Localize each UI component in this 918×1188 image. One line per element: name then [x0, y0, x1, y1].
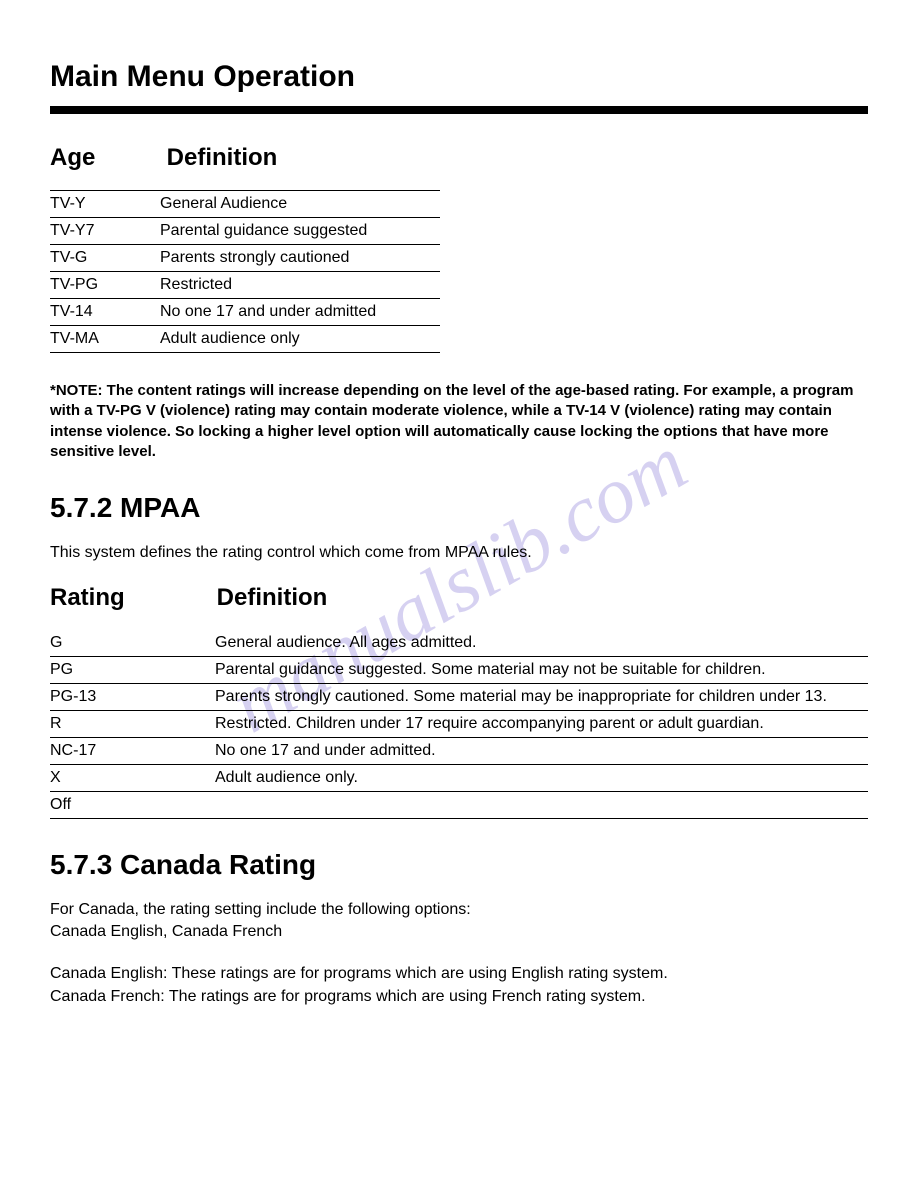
def-cell: General Audience [160, 191, 440, 218]
table-row: TV-G Parents strongly cautioned [50, 245, 440, 272]
rating-cell: X [50, 764, 215, 791]
age-cell: TV-14 [50, 299, 160, 326]
def-cell: Adult audience only [160, 326, 440, 353]
rating-cell: G [50, 630, 215, 657]
rating-table-header: Rating Definition [50, 584, 868, 612]
mpaa-intro: This system defines the rating control w… [50, 542, 868, 564]
main-title: Main Menu Operation [50, 60, 868, 94]
page-content: Main Menu Operation Age Definition TV-Y … [50, 60, 868, 1008]
table-row: G General audience. All ages admitted. [50, 630, 868, 657]
table-row: PG Parental guidance suggested. Some mat… [50, 656, 868, 683]
mpaa-heading: 5.7.2 MPAA [50, 492, 868, 524]
rating-header-col2: Definition [217, 584, 328, 611]
canada-para1: For Canada, the rating setting include t… [50, 899, 868, 944]
canada-line: Canada French: The ratings are for progr… [50, 988, 646, 1005]
age-table-header: Age Definition [50, 144, 868, 172]
def-cell: Parental guidance suggested. Some materi… [215, 656, 868, 683]
table-row: TV-14 No one 17 and under admitted [50, 299, 440, 326]
table-row: TV-Y7 Parental guidance suggested [50, 218, 440, 245]
canada-line: For Canada, the rating setting include t… [50, 901, 471, 918]
rating-header-col1: Rating [50, 584, 210, 612]
def-cell: Parental guidance suggested [160, 218, 440, 245]
canada-para2: Canada English: These ratings are for pr… [50, 963, 868, 1008]
age-header-col2: Definition [167, 144, 278, 171]
def-cell: General audience. All ages admitted. [215, 630, 868, 657]
title-rule [50, 106, 868, 114]
table-row: TV-PG Restricted [50, 272, 440, 299]
age-cell: TV-Y7 [50, 218, 160, 245]
table-row: TV-Y General Audience [50, 191, 440, 218]
canada-heading: 5.7.3 Canada Rating [50, 849, 868, 881]
def-cell [215, 791, 868, 818]
def-cell: Parents strongly cautioned [160, 245, 440, 272]
age-cell: TV-PG [50, 272, 160, 299]
age-cell: TV-G [50, 245, 160, 272]
canada-line: Canada English: These ratings are for pr… [50, 965, 668, 982]
def-cell: No one 17 and under admitted [160, 299, 440, 326]
rating-cell: PG-13 [50, 683, 215, 710]
def-cell: Restricted [160, 272, 440, 299]
note-text: *NOTE: The content ratings will increase… [50, 381, 868, 462]
table-row: X Adult audience only. [50, 764, 868, 791]
table-row: NC-17 No one 17 and under admitted. [50, 737, 868, 764]
table-row: Off [50, 791, 868, 818]
def-cell: Restricted. Children under 17 require ac… [215, 710, 868, 737]
def-cell: Adult audience only. [215, 764, 868, 791]
table-row: TV-MA Adult audience only [50, 326, 440, 353]
rating-cell: PG [50, 656, 215, 683]
rating-cell: Off [50, 791, 215, 818]
def-cell: Parents strongly cautioned. Some materia… [215, 683, 868, 710]
def-cell: No one 17 and under admitted. [215, 737, 868, 764]
rating-cell: R [50, 710, 215, 737]
age-header-col1: Age [50, 144, 160, 172]
canada-line: Canada English, Canada French [50, 923, 282, 940]
age-table: TV-Y General Audience TV-Y7 Parental gui… [50, 190, 440, 353]
age-cell: TV-MA [50, 326, 160, 353]
rating-cell: NC-17 [50, 737, 215, 764]
age-cell: TV-Y [50, 191, 160, 218]
rating-table: G General audience. All ages admitted. P… [50, 630, 868, 819]
table-row: PG-13 Parents strongly cautioned. Some m… [50, 683, 868, 710]
table-row: R Restricted. Children under 17 require … [50, 710, 868, 737]
